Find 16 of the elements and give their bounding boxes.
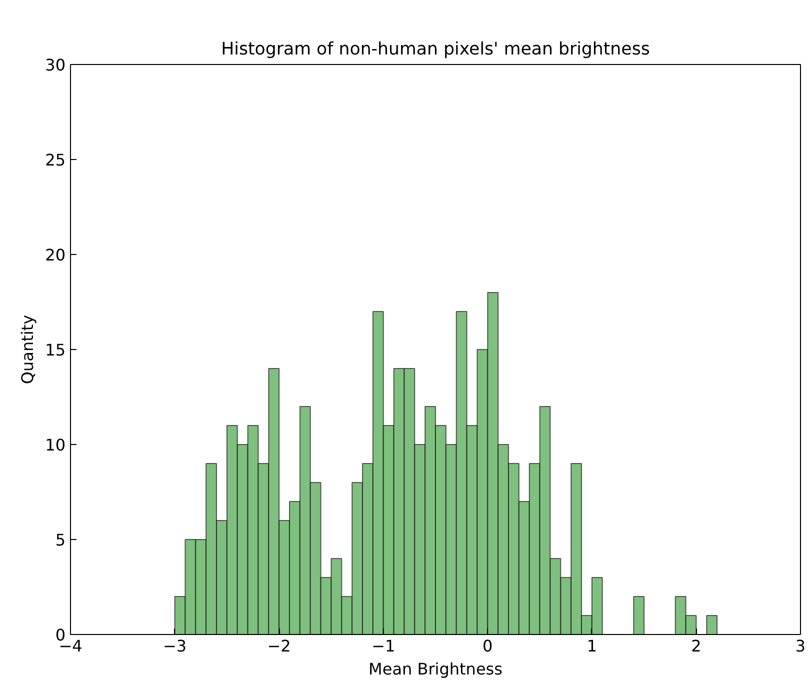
y-tick-label: 5 [55,530,66,550]
x-tick-label: −1 [372,636,396,656]
x-tick-label: 1 [586,636,598,656]
x-tick-label: −3 [162,636,187,656]
x-tick-label: −2 [267,636,291,656]
y-tick-label: 20 [45,246,66,264]
x-axis-title: Mean Brightness [368,660,502,678]
x-tick-label: 3 [795,636,806,656]
y-tick-label: 15 [45,340,66,360]
x-tick-label: 2 [691,636,702,656]
y-tick-label: 25 [45,150,66,170]
x-tick-label: 0 [482,636,493,656]
chart-title: Histogram of non-human pixels' mean brightness [221,40,650,60]
y-tick-label: 10 [45,436,66,454]
y-tick-label: 30 [45,56,66,74]
y-axis-title: Quantity [18,314,38,384]
